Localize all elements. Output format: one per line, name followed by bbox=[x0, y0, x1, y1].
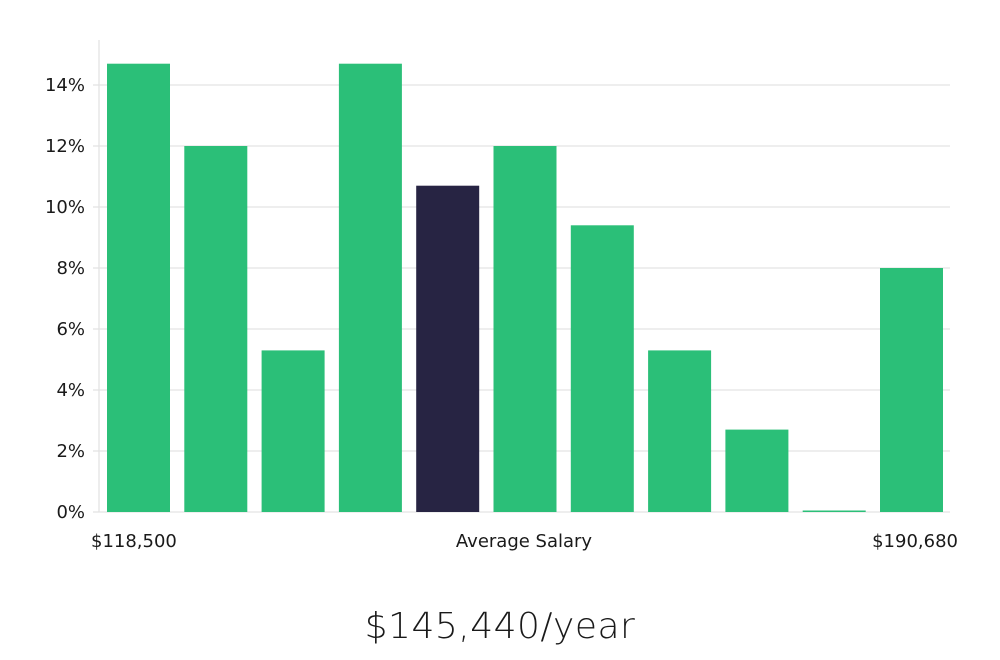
y-axis-ticks: 0% 2% 4% 6% 8% 10% 12% 14% bbox=[45, 75, 99, 523]
bar bbox=[493, 146, 557, 512]
bar bbox=[338, 63, 402, 512]
bar-average-salary bbox=[416, 185, 480, 512]
bar bbox=[648, 350, 712, 512]
average-salary-value: $145,440/year bbox=[364, 606, 636, 647]
bar bbox=[261, 350, 325, 512]
x-max-label: $190,680 bbox=[872, 531, 958, 552]
bar bbox=[184, 146, 248, 512]
bar bbox=[880, 268, 943, 512]
bar bbox=[802, 510, 866, 512]
bar bbox=[107, 63, 170, 512]
bar bbox=[725, 429, 789, 512]
x-min-label: $118,500 bbox=[91, 531, 177, 552]
y-tick-label: 0% bbox=[56, 502, 85, 523]
y-tick-label: 6% bbox=[56, 319, 85, 340]
y-tick-label: 10% bbox=[45, 197, 85, 218]
histogram-svg: 0% 2% 4% 6% 8% 10% 12% 14% $118,500 Average Sal… bbox=[45, 40, 958, 552]
y-tick-label: 4% bbox=[56, 380, 85, 401]
y-tick-label: 14% bbox=[45, 75, 85, 96]
y-tick-label: 12% bbox=[45, 136, 85, 157]
y-tick-label: 2% bbox=[56, 441, 85, 462]
bar bbox=[570, 225, 634, 513]
bars bbox=[107, 63, 943, 513]
salary-histogram: 0% 2% 4% 6% 8% 10% 12% 14% $118,500 Average Sal… bbox=[45, 40, 958, 552]
y-tick-label: 8% bbox=[56, 258, 85, 279]
x-axis-label: Average Salary bbox=[456, 531, 593, 552]
